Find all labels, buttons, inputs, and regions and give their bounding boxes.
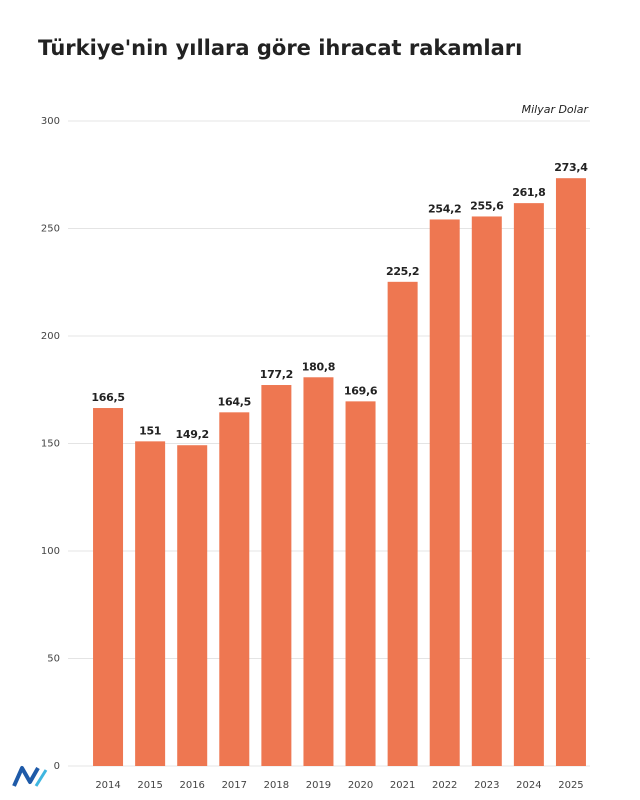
x-tick-label: 2022 xyxy=(432,780,457,791)
x-tick-label: 2021 xyxy=(390,780,415,791)
logo xyxy=(12,766,48,787)
value-label: 151 xyxy=(139,424,161,437)
bar xyxy=(219,412,250,766)
bar xyxy=(177,445,208,766)
value-label: 164,5 xyxy=(218,395,251,408)
bar xyxy=(303,377,334,766)
unit-label: Milyar Dolar xyxy=(522,103,590,116)
x-tick-label: 2017 xyxy=(222,780,247,791)
x-tick-label: 2023 xyxy=(474,780,499,791)
bar xyxy=(135,441,166,766)
x-tick-label: 2020 xyxy=(348,780,373,791)
value-label: 273,4 xyxy=(554,161,588,174)
x-tick-label: 2015 xyxy=(137,780,162,791)
value-label: 149,2 xyxy=(176,428,209,441)
x-tick-label: 2014 xyxy=(95,780,120,791)
y-tick-label: 300 xyxy=(41,116,60,127)
chart-title: Türkiye'nin yıllara göre ihracat rakamla… xyxy=(38,36,522,60)
bar xyxy=(471,216,502,766)
y-tick-label: 150 xyxy=(41,439,60,450)
x-tick-label: 2016 xyxy=(179,780,204,791)
bar xyxy=(93,408,124,766)
value-label: 225,2 xyxy=(386,265,419,278)
y-tick-label: 0 xyxy=(54,761,60,772)
bar xyxy=(555,178,586,766)
y-tick-label: 250 xyxy=(41,224,60,235)
y-tick-label: 50 xyxy=(47,654,60,665)
value-label: 255,6 xyxy=(470,199,504,212)
value-label: 180,8 xyxy=(302,360,335,373)
x-tick-label: 2019 xyxy=(306,780,331,791)
y-tick-label: 100 xyxy=(41,546,60,557)
value-label: 166,5 xyxy=(91,391,124,404)
x-tick-label: 2025 xyxy=(558,780,583,791)
bar xyxy=(429,219,460,767)
value-label: 169,6 xyxy=(344,384,378,397)
x-tick-label: 2024 xyxy=(516,780,541,791)
bar xyxy=(345,401,376,766)
bar xyxy=(261,385,292,766)
y-tick-label: 200 xyxy=(41,331,60,342)
x-tick-label: 2018 xyxy=(264,780,289,791)
value-label: 261,8 xyxy=(512,186,545,199)
bar xyxy=(387,281,418,766)
value-label: 177,2 xyxy=(260,368,293,381)
bar xyxy=(513,203,544,766)
value-label: 254,2 xyxy=(428,202,461,215)
